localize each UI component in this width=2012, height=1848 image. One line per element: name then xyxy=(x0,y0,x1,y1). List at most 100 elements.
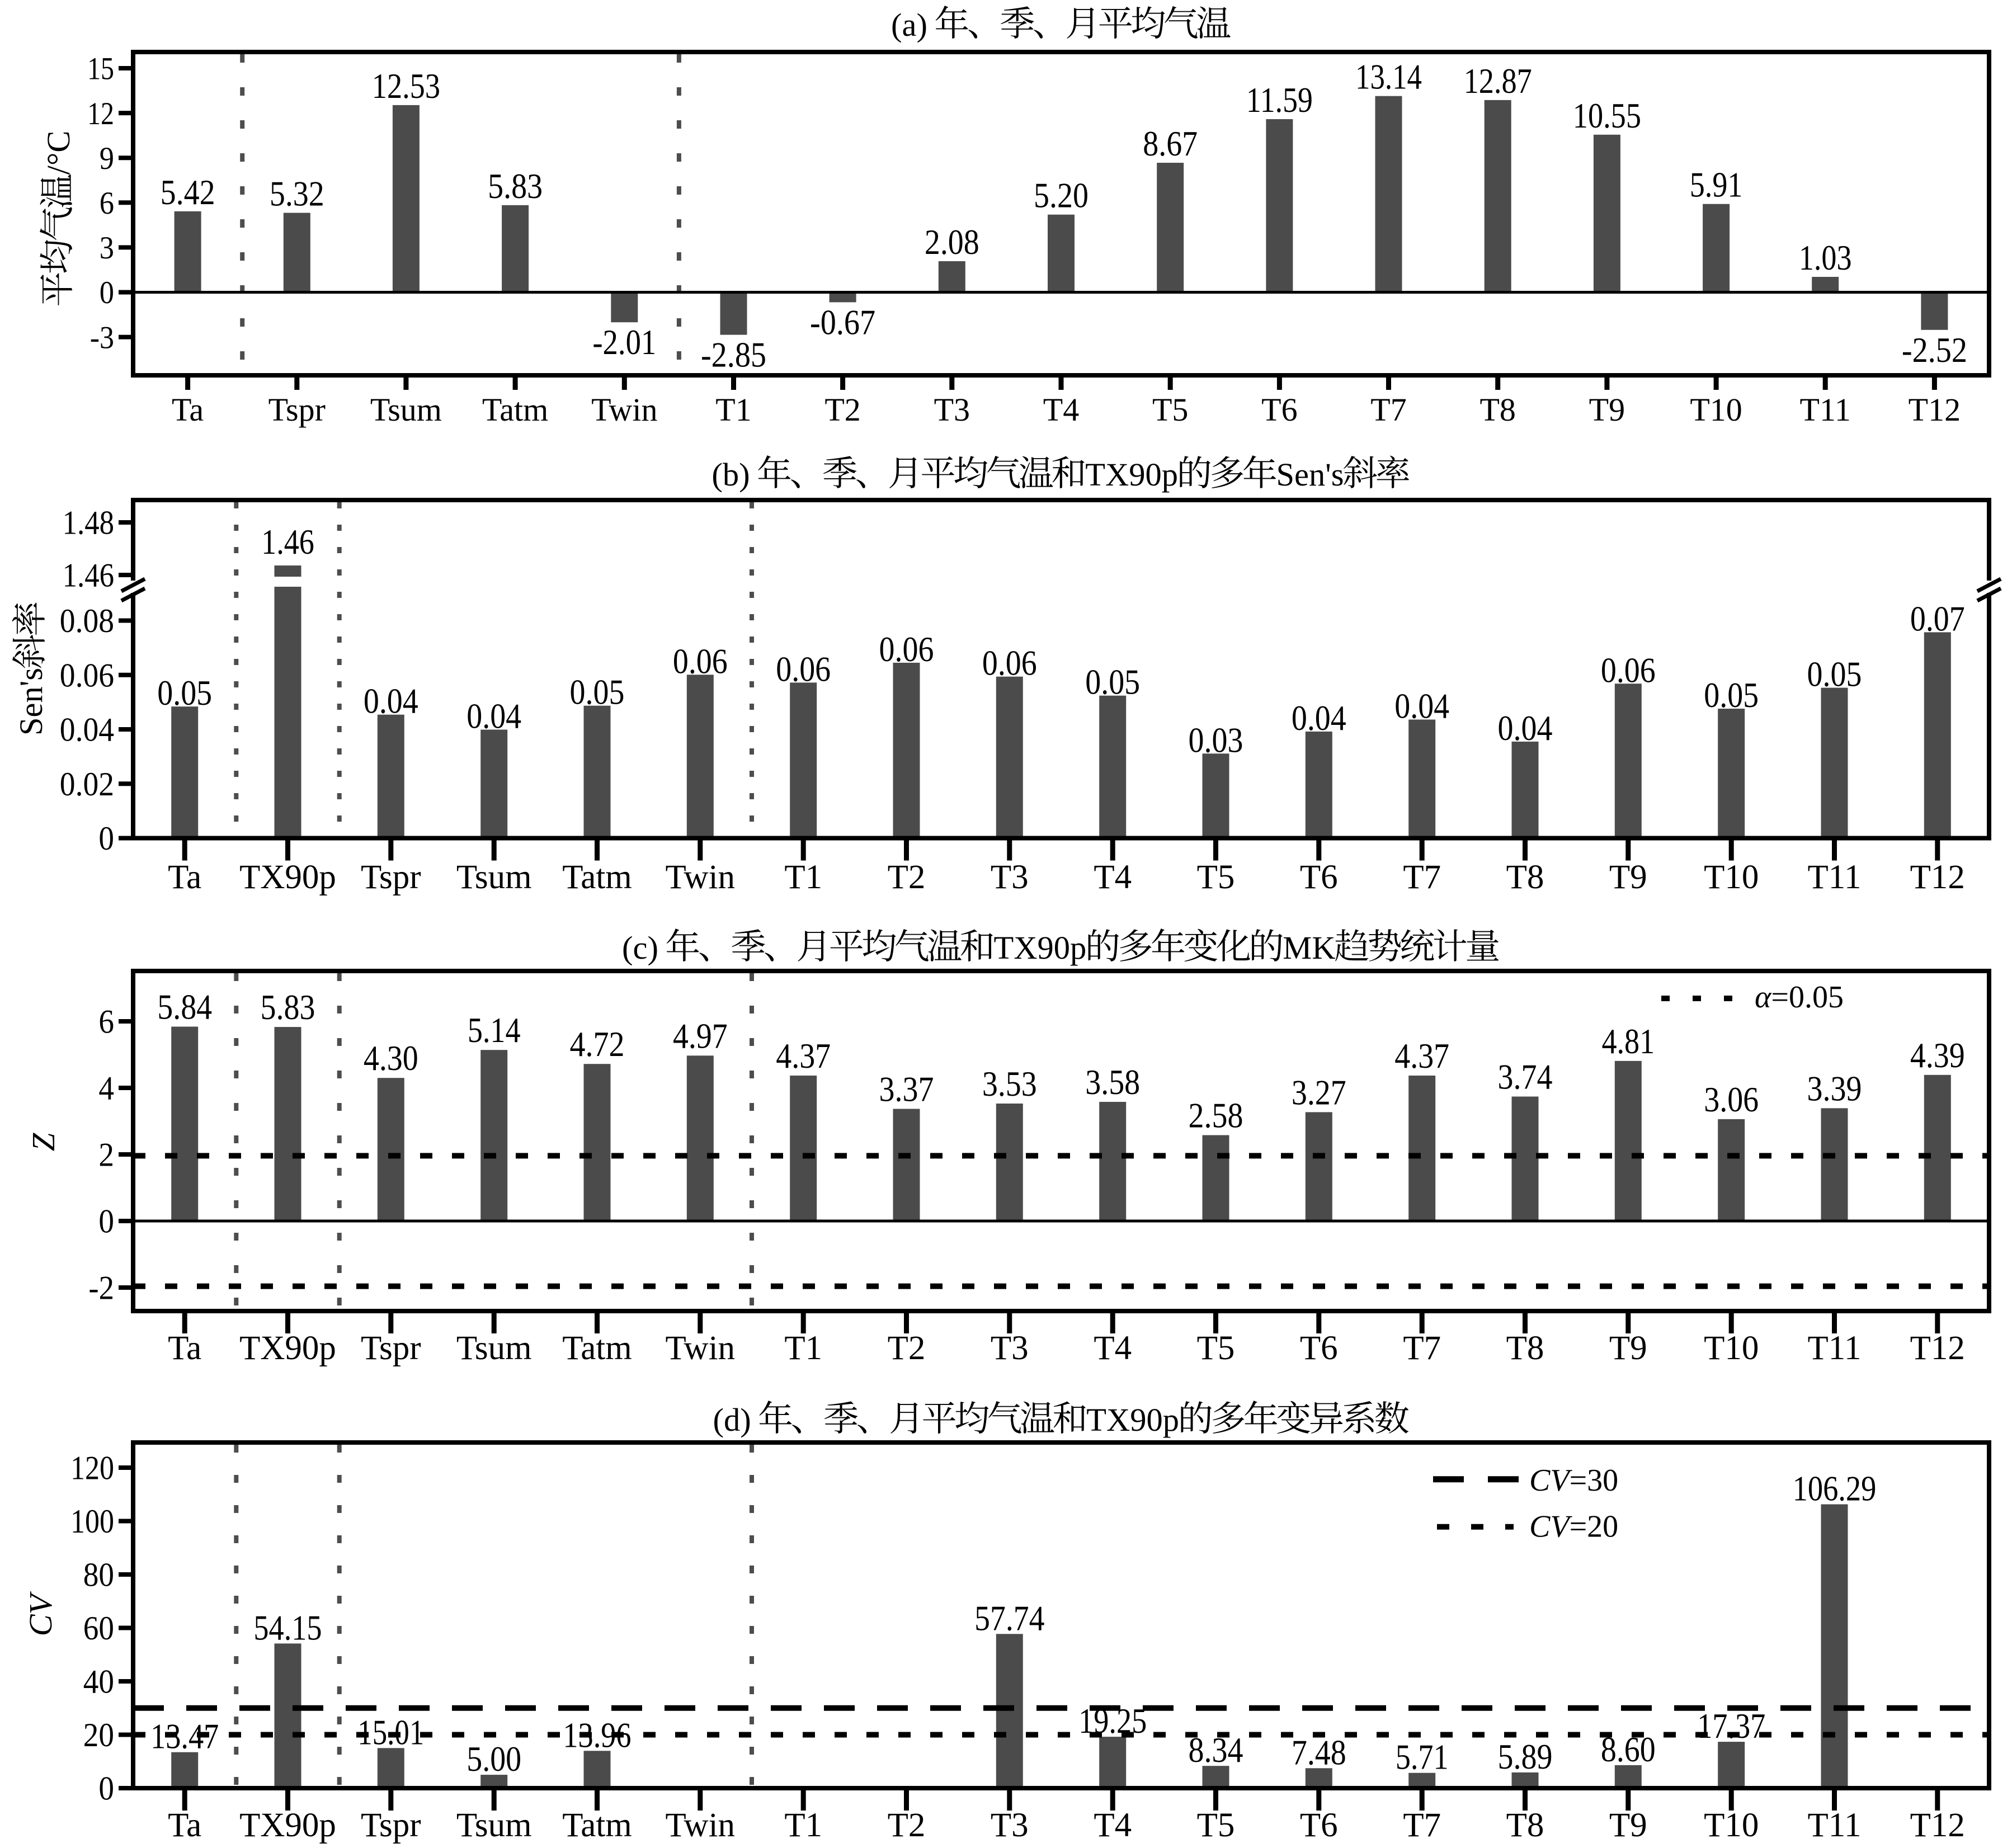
svg-text:-3: -3 xyxy=(90,320,114,355)
svg-text:17.37: 17.37 xyxy=(1697,1706,1765,1746)
svg-text:T2: T2 xyxy=(824,392,860,428)
svg-text:1.03: 1.03 xyxy=(1799,238,1852,277)
svg-text:TX90p: TX90p xyxy=(1086,1402,1179,1438)
svg-text:T2: T2 xyxy=(888,859,926,896)
svg-text:5.71: 5.71 xyxy=(1396,1737,1449,1777)
svg-text:4.81: 4.81 xyxy=(1601,1021,1655,1061)
svg-text:T8: T8 xyxy=(1479,392,1515,428)
svg-text:T5: T5 xyxy=(1152,392,1188,428)
svg-text:T3: T3 xyxy=(991,1330,1029,1367)
svg-text:5.32: 5.32 xyxy=(270,174,324,214)
svg-text:Tsum: Tsum xyxy=(456,1807,532,1844)
svg-text:0.05: 0.05 xyxy=(570,672,625,712)
svg-text:5.84: 5.84 xyxy=(157,987,212,1027)
svg-text:(d): (d) xyxy=(713,1402,760,1438)
svg-text:(c): (c) xyxy=(622,930,667,966)
svg-text:1.46: 1.46 xyxy=(63,557,114,594)
svg-text:TX90p: TX90p xyxy=(239,859,336,896)
svg-text:8.67: 8.67 xyxy=(1143,124,1198,163)
svg-text:T8: T8 xyxy=(1506,1330,1544,1367)
svg-text:8.60: 8.60 xyxy=(1601,1729,1656,1769)
svg-text:T4: T4 xyxy=(1094,1807,1132,1844)
svg-text:40: 40 xyxy=(83,1663,114,1700)
svg-text:3.37: 3.37 xyxy=(879,1069,934,1109)
svg-text:57.74: 57.74 xyxy=(974,1598,1044,1638)
svg-text:0.04: 0.04 xyxy=(1498,708,1553,748)
svg-text:Tsum: Tsum xyxy=(370,392,442,428)
svg-text:4: 4 xyxy=(98,1070,114,1107)
svg-text:0: 0 xyxy=(98,820,114,857)
svg-text:T12: T12 xyxy=(1910,859,1965,896)
svg-text:T1: T1 xyxy=(784,859,822,896)
svg-text:T3: T3 xyxy=(991,1807,1029,1844)
svg-text:10.55: 10.55 xyxy=(1573,96,1641,135)
svg-text:12.87: 12.87 xyxy=(1464,61,1532,101)
svg-text:T4: T4 xyxy=(1094,1330,1132,1367)
svg-text:T7: T7 xyxy=(1370,392,1406,428)
svg-text:T6: T6 xyxy=(1261,392,1297,428)
svg-text:0.02: 0.02 xyxy=(60,766,114,803)
svg-text:0.04: 0.04 xyxy=(364,681,418,721)
svg-text:Ta: Ta xyxy=(172,392,204,428)
svg-text:4.39: 4.39 xyxy=(1910,1035,1965,1075)
svg-text:MK: MK xyxy=(1283,930,1335,966)
svg-text:Sen's: Sen's xyxy=(1276,456,1344,493)
svg-text:TX90p: TX90p xyxy=(239,1330,336,1367)
svg-text:T3: T3 xyxy=(934,392,970,428)
svg-text:0.06: 0.06 xyxy=(60,657,114,694)
svg-text:T1: T1 xyxy=(784,1330,822,1367)
svg-text:Twin: Twin xyxy=(666,1807,736,1844)
svg-text:T1: T1 xyxy=(784,1807,822,1844)
svg-text:11.59: 11.59 xyxy=(1246,80,1313,120)
svg-text:T11: T11 xyxy=(1808,1807,1862,1844)
svg-text:T6: T6 xyxy=(1300,859,1338,896)
svg-text:15: 15 xyxy=(87,51,114,87)
svg-text:8.34: 8.34 xyxy=(1189,1730,1243,1770)
svg-text:120: 120 xyxy=(70,1450,114,1487)
svg-text:0.08: 0.08 xyxy=(60,602,114,639)
svg-text:2: 2 xyxy=(98,1137,114,1173)
svg-text:7.48: 7.48 xyxy=(1292,1732,1346,1772)
svg-text:5.42: 5.42 xyxy=(161,172,215,212)
svg-text:0.03: 0.03 xyxy=(1189,720,1243,760)
svg-text:T10: T10 xyxy=(1704,859,1759,896)
svg-text:T5: T5 xyxy=(1197,859,1235,896)
svg-text:T4: T4 xyxy=(1094,859,1132,896)
svg-text:5.14: 5.14 xyxy=(468,1010,521,1050)
svg-text:0.06: 0.06 xyxy=(776,649,831,689)
svg-text:Ta: Ta xyxy=(168,1807,201,1844)
svg-text:0: 0 xyxy=(98,1770,114,1807)
svg-text:3.39: 3.39 xyxy=(1807,1068,1862,1108)
svg-text:T11: T11 xyxy=(1808,859,1862,896)
svg-text:80: 80 xyxy=(83,1557,114,1594)
svg-text:Tspr: Tspr xyxy=(361,1807,421,1844)
svg-text:4.37: 4.37 xyxy=(1394,1036,1449,1076)
svg-text:6: 6 xyxy=(100,186,114,221)
svg-text:T7: T7 xyxy=(1403,1807,1441,1844)
svg-text:CV=30: CV=30 xyxy=(1529,1463,1618,1498)
svg-text:Tspr: Tspr xyxy=(361,1330,421,1367)
svg-text:Sen's: Sen's xyxy=(13,668,49,736)
svg-text:T12: T12 xyxy=(1910,1330,1965,1367)
svg-text:0.04: 0.04 xyxy=(60,711,114,748)
svg-text:T10: T10 xyxy=(1704,1330,1759,1367)
svg-text:Ta: Ta xyxy=(168,859,201,896)
svg-text:0.06: 0.06 xyxy=(673,641,728,681)
svg-text:T4: T4 xyxy=(1043,392,1079,428)
svg-text:4.37: 4.37 xyxy=(776,1036,831,1076)
svg-text:T8: T8 xyxy=(1506,859,1544,896)
svg-text:(a): (a) xyxy=(891,7,936,43)
svg-text:-0.67: -0.67 xyxy=(810,302,875,342)
svg-text:T9: T9 xyxy=(1609,859,1647,896)
svg-text:0.05: 0.05 xyxy=(1085,662,1140,702)
svg-text:-2.52: -2.52 xyxy=(1902,330,1967,370)
svg-text:13.14: 13.14 xyxy=(1355,57,1422,97)
svg-text:6: 6 xyxy=(98,1003,114,1040)
svg-text:3.53: 3.53 xyxy=(982,1064,1037,1104)
svg-text:0.06: 0.06 xyxy=(1601,650,1656,690)
svg-text:1.48: 1.48 xyxy=(63,505,114,541)
svg-text:T9: T9 xyxy=(1609,1330,1647,1367)
svg-text:2.58: 2.58 xyxy=(1189,1096,1243,1135)
svg-text:T3: T3 xyxy=(991,859,1029,896)
svg-text:T8: T8 xyxy=(1506,1807,1544,1844)
